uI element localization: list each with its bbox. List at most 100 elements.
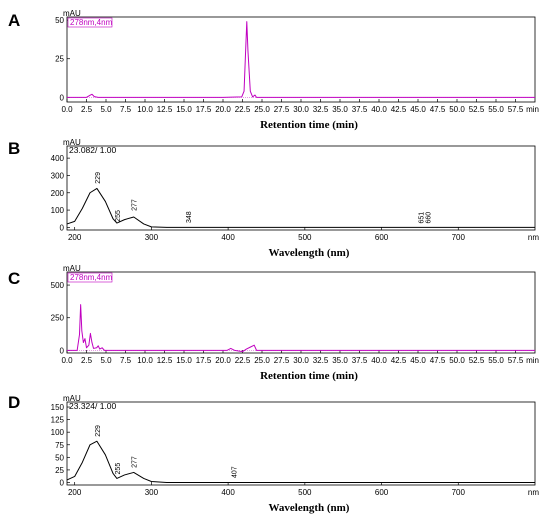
x-tick-label: 57.5 [508,105,524,114]
y-tick-label: 50 [55,16,64,25]
y-tick-label: 25 [55,55,64,64]
x-tick-label: 10.0 [137,105,153,114]
series-line [66,187,535,228]
legend: 278nm,4nm [67,17,113,28]
x-tick-label: 52.5 [469,356,485,365]
peak-label: 255 [115,463,122,475]
x-tick-label: 7.5 [120,105,132,114]
x-tick-label: 27.5 [274,105,290,114]
x-axis-title: Retention time (min) [260,119,358,131]
x-tick-label: 300 [145,233,159,242]
peak-label: 651 [419,212,426,224]
x-tick-label: 22.5 [235,356,251,365]
x-tick-label: 27.5 [274,356,290,365]
x-tick-label: 25.0 [254,356,270,365]
x-tick-label: 45.0 [410,105,426,114]
x-tick-label: 37.5 [352,105,368,114]
x-tick-label: 25.0 [254,105,270,114]
y-tick-label: 0 [60,346,65,355]
y-tick-label: 0 [60,93,65,102]
x-tick-label: 50.0 [449,356,465,365]
peak-label: 277 [132,456,139,468]
x-tick-label: 20.0 [215,105,231,114]
y-unit-label: mAU [63,138,81,147]
x-unit-label: min [526,356,539,365]
x-tick-label: 2.5 [81,356,93,365]
x-tick-label: 2.5 [81,105,93,114]
legend: 278nm,4nm [67,272,113,283]
x-unit-label: min [526,105,539,114]
x-axis-title: Wavelength (nm) [269,502,350,514]
x-tick-label: 50.0 [449,105,465,114]
x-axis-title: Retention time (min) [260,370,358,382]
y-tick-label: 100 [51,428,65,437]
panel-letter: B [8,139,20,158]
y-tick-label: 250 [51,314,65,323]
peak-label: 277 [132,199,139,211]
peak-label: 660 [426,212,433,224]
spectrum-header: 23.082/ 1.00 [69,145,117,155]
x-tick-label: 55.0 [488,105,504,114]
y-tick-label: 100 [51,206,65,215]
peak-label: 229 [95,172,102,184]
y-tick-label: 25 [55,466,64,475]
x-tick-label: 32.5 [313,356,329,365]
legend-box [67,17,113,28]
x-tick-label: 42.5 [391,105,407,114]
x-tick-label: 200 [68,488,82,497]
x-tick-label: 400 [221,233,235,242]
x-unit-label: nm [528,488,539,497]
x-tick-label: 52.5 [469,105,485,114]
series-line [66,440,535,483]
x-tick-label: 500 [298,488,312,497]
y-tick-label: 0 [60,478,65,487]
x-tick-label: 5.0 [100,356,112,365]
x-tick-label: 0.0 [61,105,73,114]
x-tick-label: 30.0 [293,105,309,114]
x-tick-label: 10.0 [137,356,153,365]
y-tick-label: 200 [51,189,65,198]
x-tick-label: 35.0 [332,356,348,365]
x-tick-label: 47.5 [430,105,446,114]
x-tick-label: 400 [221,488,235,497]
x-tick-label: 500 [298,233,312,242]
plot-frame [66,401,536,486]
y-tick-label: 50 [55,453,64,462]
x-tick-label: 35.0 [332,105,348,114]
x-tick-label: 700 [452,488,466,497]
x-tick-label: 7.5 [120,356,132,365]
panel-letter: C [8,269,20,288]
legend-label: 278nm,4nm [70,273,113,282]
plot-frame [66,271,536,354]
peak-label: 255 [115,210,122,222]
x-tick-label: 17.5 [196,356,212,365]
x-tick-label: 30.0 [293,356,309,365]
x-tick-label: 600 [375,233,389,242]
x-tick-label: 22.5 [235,105,251,114]
legend-label: 278nm,4nm [70,18,113,27]
x-tick-label: 20.0 [215,356,231,365]
peak-label: 407 [231,466,238,478]
legend-box [67,272,113,283]
x-axis-title: Wavelength (nm) [269,247,350,259]
x-tick-label: 42.5 [391,356,407,365]
x-tick-label: 40.0 [371,105,387,114]
plot-frame [66,16,536,103]
x-tick-label: 200 [68,233,82,242]
y-tick-label: 400 [51,154,65,163]
x-tick-label: 0.0 [61,356,73,365]
series-line [67,21,535,98]
x-tick-label: 700 [452,233,466,242]
peak-label: 348 [186,211,193,223]
x-tick-label: 57.5 [508,356,524,365]
y-tick-label: 150 [51,403,65,412]
x-tick-label: 47.5 [430,356,446,365]
series-line [67,304,535,353]
panel-letter: A [8,11,20,30]
x-tick-label: 32.5 [313,105,329,114]
y-unit-label: mAU [63,9,81,18]
